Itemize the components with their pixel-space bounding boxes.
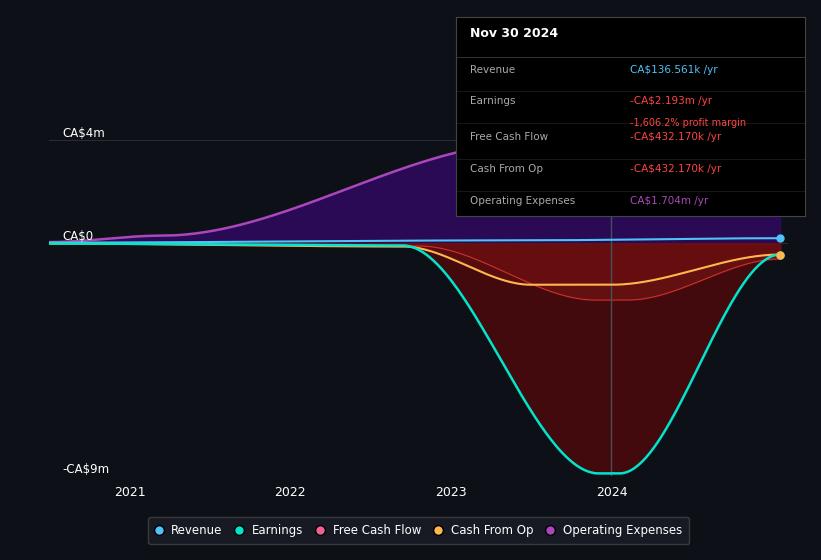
Text: Earnings: Earnings [470, 96, 515, 106]
Text: Operating Expenses: Operating Expenses [470, 196, 575, 206]
Text: -CA$2.193m /yr: -CA$2.193m /yr [631, 96, 713, 106]
Text: CA$136.561k /yr: CA$136.561k /yr [631, 64, 718, 74]
Text: Revenue: Revenue [470, 64, 515, 74]
Legend: Revenue, Earnings, Free Cash Flow, Cash From Op, Operating Expenses: Revenue, Earnings, Free Cash Flow, Cash … [149, 517, 689, 544]
Text: -CA$432.170k /yr: -CA$432.170k /yr [631, 164, 722, 174]
Text: -CA$432.170k /yr: -CA$432.170k /yr [631, 132, 722, 142]
Text: CA$1.704m /yr: CA$1.704m /yr [631, 196, 709, 206]
Text: Nov 30 2024: Nov 30 2024 [470, 27, 557, 40]
Text: CA$0: CA$0 [62, 230, 94, 244]
Text: -1,606.2% profit margin: -1,606.2% profit margin [631, 118, 746, 128]
Text: Free Cash Flow: Free Cash Flow [470, 132, 548, 142]
Text: CA$4m: CA$4m [62, 127, 105, 140]
Text: -CA$9m: -CA$9m [62, 463, 109, 476]
Text: Cash From Op: Cash From Op [470, 164, 543, 174]
